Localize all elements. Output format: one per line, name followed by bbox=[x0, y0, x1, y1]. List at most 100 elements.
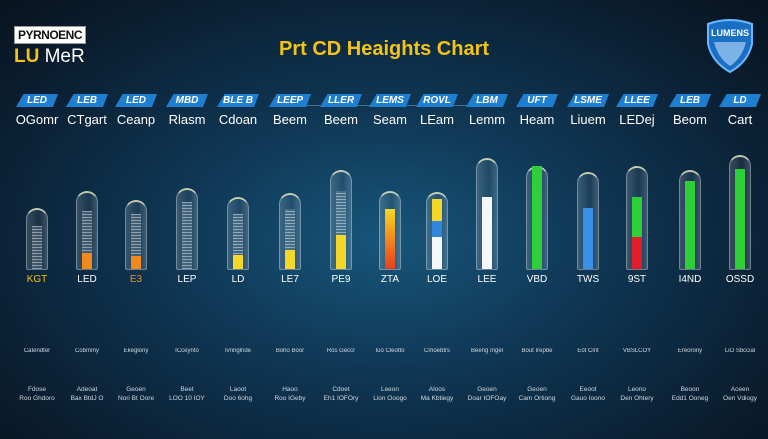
category-tag: UFT bbox=[516, 94, 558, 107]
tube-bar bbox=[526, 165, 548, 270]
detail-label: Cdoet Eh1 IOFOry bbox=[316, 385, 366, 403]
category-name: Beem bbox=[324, 112, 358, 127]
bar-label: LEP bbox=[177, 274, 197, 285]
tube-bar bbox=[279, 193, 301, 270]
description-label: Bout Irepbe bbox=[521, 348, 553, 354]
tube-bar bbox=[426, 192, 448, 270]
detail-line-1: Beoon bbox=[680, 386, 700, 393]
detail-line-2: Bax BtdJ O bbox=[70, 395, 104, 402]
badge-text: LUMENS bbox=[711, 28, 749, 38]
shield-icon bbox=[707, 19, 753, 74]
detail-line-2: Cam Ortiong bbox=[518, 395, 556, 402]
detail-label: Geoen Doar IOFOay bbox=[462, 385, 512, 403]
detail-label: Adeoat Bax BtdJ O bbox=[62, 385, 112, 403]
category-name: Lemm bbox=[468, 112, 506, 127]
description-label: Cobmmy bbox=[74, 348, 99, 354]
category-tag: LED bbox=[16, 94, 58, 107]
bar-fill-segment bbox=[182, 201, 192, 269]
bar-fill-segment bbox=[233, 213, 243, 269]
description-label: Catendter bbox=[23, 348, 51, 354]
category-name: Liuem bbox=[570, 112, 606, 127]
description-label: Beeng Ingel bbox=[470, 348, 504, 354]
description-label: Ivringlnde bbox=[224, 348, 251, 354]
detail-line-2: Ma Kbtiegy bbox=[420, 395, 454, 402]
detail-line-2: Oen Vdiogy bbox=[723, 395, 757, 402]
description-label: Ekeglony bbox=[123, 348, 149, 354]
tube-bar bbox=[379, 190, 401, 270]
detail-line-1: Beet bbox=[180, 386, 194, 393]
detail-label: Aloos Ma Kbtiegy bbox=[412, 385, 462, 403]
logo-white: MeR bbox=[39, 46, 85, 67]
bar-fill-segment bbox=[482, 197, 492, 269]
category-name: OGomr bbox=[15, 112, 59, 127]
detail-line-2: Roo IGeby bbox=[274, 395, 306, 402]
bar-fill-segment bbox=[336, 235, 346, 269]
chart-column: LSME Liuem TWS Eot Clrit Eeoot Gauo Ioono bbox=[563, 0, 613, 439]
bar-fill-segment bbox=[131, 255, 141, 269]
detail-label: Aceen Oen Vdiogy bbox=[715, 385, 765, 403]
category-name: Seam bbox=[373, 112, 407, 127]
chart-column: LBM Lemm LEE Beeng Ingel Geoen Doar IOFOa… bbox=[462, 0, 512, 439]
detail-line-1: Aceen bbox=[730, 386, 750, 393]
detail-line-1: Fdose bbox=[27, 386, 47, 393]
category-tag: LLER bbox=[320, 94, 362, 107]
category-name: Beem bbox=[273, 112, 307, 127]
detail-line-2: Doo 6ohg bbox=[223, 395, 253, 402]
description-label: ICceynto bbox=[175, 348, 199, 354]
detail-label: Leono Den Ohtery bbox=[612, 385, 662, 403]
category-tag: LEB bbox=[669, 94, 711, 107]
bar-fill-segment bbox=[532, 165, 542, 269]
chart-column: LEB Beom I4ND Ereorony Beoon Edd1 Ooneg bbox=[665, 0, 715, 439]
tube-bar bbox=[679, 170, 701, 270]
bar-label: PE9 bbox=[331, 274, 351, 285]
bar-fill-segment bbox=[735, 169, 745, 269]
bar-fill-segment bbox=[285, 249, 295, 269]
detail-label: Geoen Cam Ortiong bbox=[512, 385, 562, 403]
detail-line-2: Eh1 IOFOry bbox=[323, 395, 359, 402]
detail-line-1: Geoen bbox=[527, 386, 547, 393]
category-name: Beom bbox=[673, 112, 707, 127]
chart-column: MBD Rlasm LEP ICceynto Beet LOO 10 IOY bbox=[162, 0, 212, 439]
description-label: VBSLCOY bbox=[622, 348, 652, 354]
detail-label: Haoo Roo IGeby bbox=[265, 385, 315, 403]
detail-line-2: Doar IOFOay bbox=[467, 395, 507, 402]
category-name: Rlasm bbox=[168, 112, 206, 127]
tube-bar bbox=[227, 196, 249, 270]
category-name: Cdoan bbox=[218, 112, 258, 127]
description-label: Ros Geccr bbox=[326, 348, 356, 354]
detail-label: Fdose Roo Ghdoro bbox=[12, 385, 62, 403]
bar-fill-segment bbox=[432, 199, 442, 221]
detail-label: Beet LOO 10 IOY bbox=[162, 385, 212, 403]
chart-column: LLEE LEDej 9ST VBSLCOY Leono Den Ohtery bbox=[612, 0, 662, 439]
chart-column: LLER Beem PE9 Ros Geccr Cdoet Eh1 IOFOry bbox=[316, 0, 366, 439]
description-label: Cmoebtrs bbox=[423, 348, 450, 354]
bar-fill-segment bbox=[82, 253, 92, 269]
detail-line-1: Cdoet bbox=[332, 386, 350, 393]
category-name: LEam bbox=[420, 112, 454, 127]
detail-line-2: Gauo Ioono bbox=[571, 395, 605, 402]
detail-line-1: Geoen bbox=[477, 386, 497, 393]
tube-bar bbox=[26, 207, 48, 270]
category-name: CTgart bbox=[67, 112, 107, 127]
detail-line-2: Nori Bt Oore bbox=[117, 395, 155, 402]
chart-column: LEEP Beem LE7 Boho Boor Haoo Roo IGeby bbox=[265, 0, 315, 439]
category-tag: LD bbox=[719, 94, 761, 107]
category-name: Heam bbox=[519, 112, 555, 127]
description-label: Ereorony bbox=[677, 348, 703, 354]
chart-column: LEB CTgart LED Cobmmy Adeoat Bax BtdJ O bbox=[62, 0, 112, 439]
chart-column: LEMS Seam ZTA Iuo Cleotto Leeon Lion Ooog… bbox=[365, 0, 415, 439]
bar-fill-segment bbox=[233, 254, 243, 269]
bar-fill-segment bbox=[336, 191, 346, 269]
bar-label: E3 bbox=[129, 274, 143, 285]
bar-fill-segment bbox=[632, 236, 642, 269]
logo-subtitle: LU MeR bbox=[14, 46, 85, 68]
bar-fill-segment bbox=[583, 207, 593, 269]
bar-label: TWS bbox=[576, 274, 600, 285]
detail-line-2: LOO 10 IOY bbox=[169, 395, 205, 402]
category-tag: LEB bbox=[66, 94, 108, 107]
tube-bar bbox=[125, 200, 147, 270]
bar-label: LED bbox=[77, 274, 97, 285]
detail-line-2: Den Ohtery bbox=[620, 395, 654, 402]
detail-line-1: Laoot bbox=[229, 386, 247, 393]
detail-label: Leeon Lion Ooogo bbox=[365, 385, 415, 403]
